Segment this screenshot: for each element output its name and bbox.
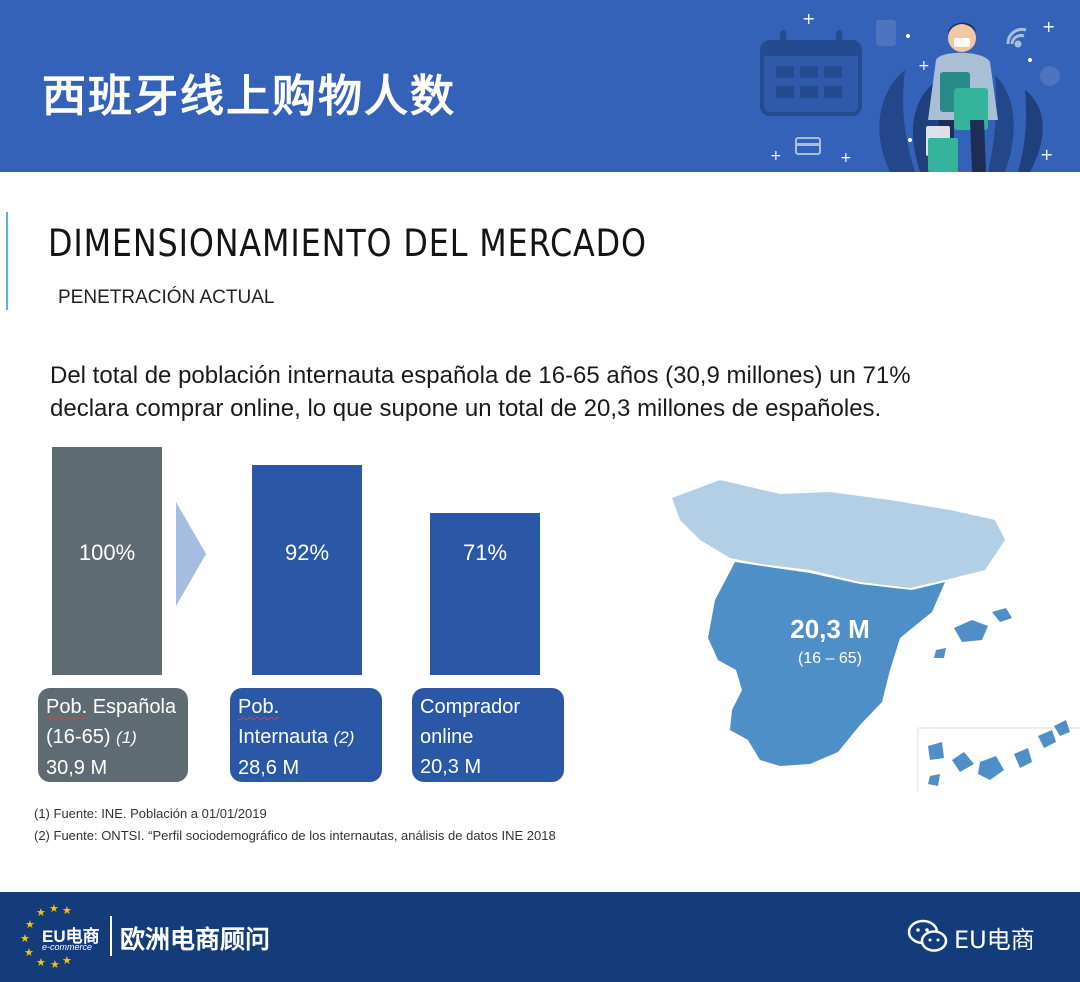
footer-banner: ★ ★ ★ ★ ★ ★ ★ ★ ★ EU电商 e-commerce 欧洲电商顾问 EU电商 <box>0 892 1080 982</box>
eu-stars-logo-icon: ★ ★ ★ ★★★ ★ ★ ★ <box>20 904 72 970</box>
header-banner: 西班牙线上购物人数 <box>0 0 1080 172</box>
svg-text:★: ★ <box>36 956 46 969</box>
page-title: 西班牙线上购物人数 <box>42 71 456 122</box>
footer-brand-name: 欧洲电商顾问 <box>120 925 271 954</box>
coin-icon <box>1040 66 1060 86</box>
wifi-icon <box>1006 27 1027 48</box>
footnote-2: (2) Fuente: ONTSI. “Perfil sociodemográf… <box>34 828 556 843</box>
svg-text:★: ★ <box>25 918 35 931</box>
arrow-right-icon <box>176 502 206 606</box>
card-icon <box>795 137 821 155</box>
category-label-comprador-online: Comprador online 20,3 M <box>412 688 564 782</box>
label-line-1: Comprador <box>420 696 521 718</box>
footnote-ref: (2) <box>333 728 355 747</box>
label-line-2: online <box>420 726 474 748</box>
svg-text:+: + <box>1040 145 1053 164</box>
svg-text:★: ★ <box>62 954 72 967</box>
footer-divider <box>110 916 112 956</box>
penetration-bar-chart: 100% 92% 71% Pob. Española (16-65) (1) 3… <box>0 440 640 790</box>
footnotes: (1) Fuente: INE. Población a 01/01/2019 … <box>34 803 556 847</box>
label-amount: 28,6 M <box>238 757 300 779</box>
accent-bar <box>6 212 8 310</box>
svg-text:★: ★ <box>62 904 72 917</box>
bar-value-label: 71% <box>462 539 508 565</box>
svg-text:★: ★ <box>49 904 59 915</box>
footnote-ref: (1) <box>116 728 137 747</box>
intro-line-2: declara comprar online, lo que supone un… <box>50 395 882 422</box>
spain-map-icon <box>672 480 1080 792</box>
label-line-2: Internauta <box>238 726 334 748</box>
footnote-1: (1) Fuente: INE. Población a 01/01/2019 <box>34 806 267 821</box>
svg-text:+: + <box>770 148 782 164</box>
svg-text:+: + <box>840 150 852 166</box>
intro-line-1: Del total de población internauta españo… <box>50 362 911 389</box>
map-range-label: (16 – 65) <box>797 650 863 667</box>
svg-text:★: ★ <box>36 906 46 919</box>
label-line-1: Pob. <box>238 696 280 718</box>
category-label-pob-internauta: Pob. Internauta (2) 28,6 M <box>230 688 382 782</box>
bar-pob-internauta: 92% <box>252 465 362 675</box>
shopper-figure-icon <box>926 22 998 172</box>
tag-icon <box>876 20 896 46</box>
calendar-icon <box>760 30 862 116</box>
sparkle-icon: + + + + + + <box>770 9 1055 166</box>
label-line-1: Pob. <box>46 696 88 718</box>
bar-value-label: 100% <box>78 540 136 565</box>
label-line-2: (16-65) <box>46 726 117 748</box>
shopping-illustration-icon: + + + + + + <box>760 9 1060 172</box>
spain-map: 20,3 M (16 – 65) <box>660 470 1080 800</box>
category-label-pob-espanola: Pob. Española (16-65) (1) 30,9 M <box>38 688 188 782</box>
footer-logo-subtext: e-commerce <box>42 942 93 952</box>
canary-islands-inset <box>917 720 1080 792</box>
map-value-label: 20,3 M <box>790 614 870 644</box>
label-amount: 20,3 M <box>420 756 482 778</box>
section-subtitle: PENETRACIÓN ACTUAL <box>58 287 275 308</box>
bar-comprador-online: 71% <box>430 513 540 675</box>
section-title: DIMENSIONAMIENTO DEL MERCADO <box>48 222 647 265</box>
label-line-1b: Española <box>87 696 177 718</box>
intro-text: Del total de población internauta españo… <box>50 359 1060 425</box>
svg-text:+: + <box>802 9 815 28</box>
svg-text:+: + <box>918 58 930 74</box>
bar-pob-espanola: 100% <box>52 447 162 675</box>
footer-logo-text: EU电商 <box>42 927 100 946</box>
svg-text:★: ★ <box>24 946 34 959</box>
label-amount: 30,9 M <box>46 757 108 779</box>
wechat-icon <box>907 919 948 952</box>
svg-text:+: + <box>1042 17 1055 36</box>
bar-value-label: 92% <box>284 539 330 565</box>
svg-text:★: ★ <box>20 932 30 945</box>
footer-handle: EU电商 <box>954 926 1035 954</box>
svg-text:★: ★ <box>50 958 60 970</box>
